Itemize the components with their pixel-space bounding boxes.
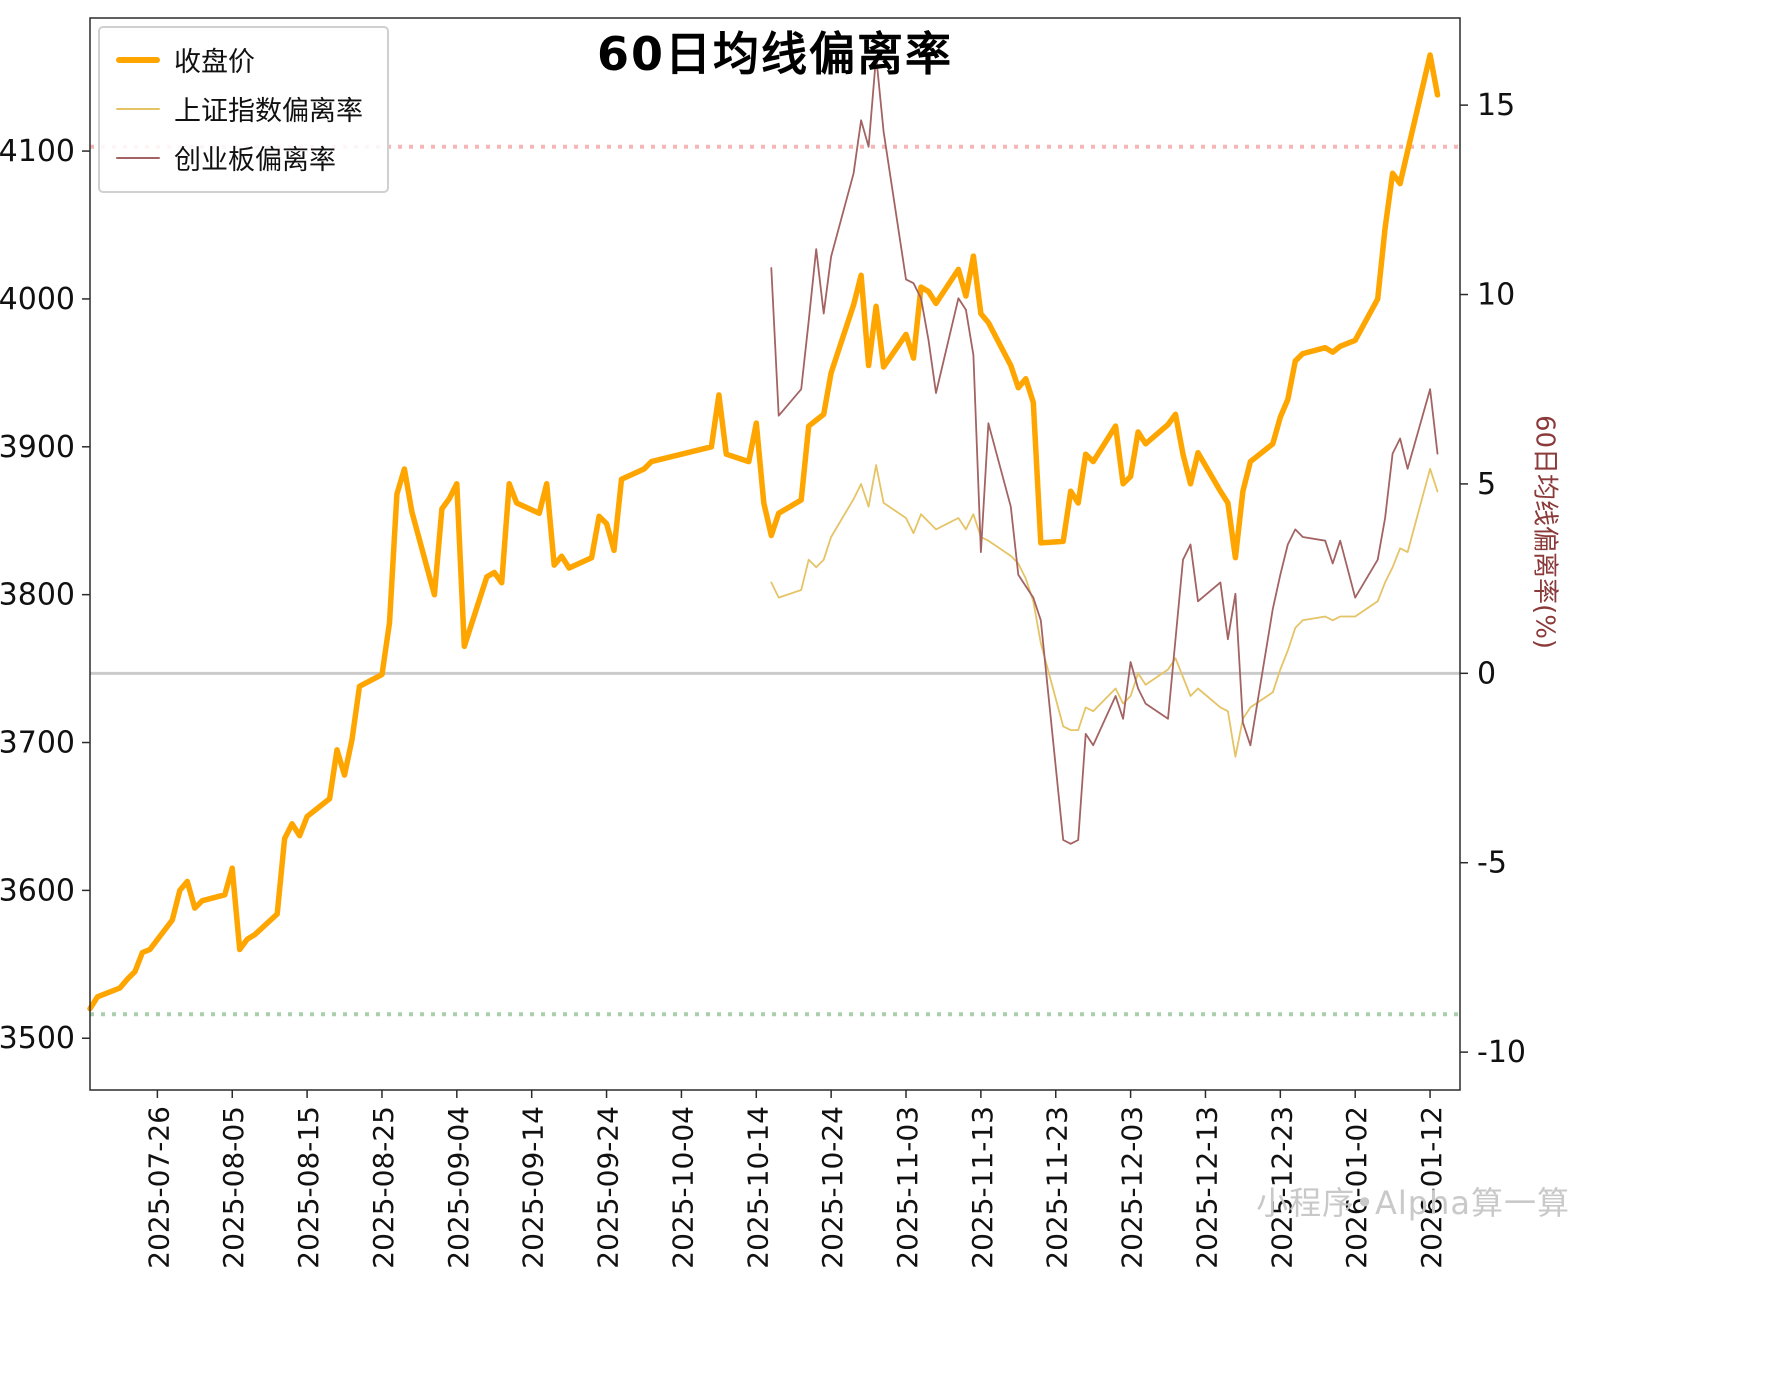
x-tick-label: 2025-10-04 (666, 1106, 699, 1269)
right-tick-label: -10 (1477, 1035, 1526, 1070)
x-tick-label: 2025-09-14 (517, 1106, 550, 1269)
legend-item-1: 上证指数偏离率 (116, 89, 363, 128)
right-tick-label: -5 (1477, 846, 1507, 881)
plot-border (89, 17, 1461, 1091)
left-tick-label: 4100 (0, 134, 75, 169)
x-tick-label: 2026-01-12 (1415, 1106, 1448, 1269)
left-tick-label: 3900 (0, 430, 75, 465)
x-tick-label: 2025-11-13 (966, 1106, 999, 1269)
x-tick-label: 2025-07-26 (142, 1106, 175, 1269)
x-tick-label: 2025-12-13 (1190, 1106, 1223, 1269)
x-tick-label: 2025-08-05 (217, 1106, 250, 1269)
series-line-0 (87, 52, 1441, 1012)
series-line-2 (770, 55, 1439, 845)
right-tick-label: 5 (1477, 467, 1496, 502)
x-tick-label: 2025-09-24 (592, 1106, 625, 1269)
right-axis-label: 60日均线偏离率(%) (1529, 414, 1560, 650)
x-tick-label: 2026-01-02 (1340, 1106, 1373, 1269)
legend-item-label: 收盘价 (174, 47, 255, 78)
legend-line-swatch (116, 107, 160, 110)
x-tick-label: 2025-11-23 (1041, 1106, 1074, 1269)
x-tick-label: 2025-12-23 (1265, 1106, 1298, 1269)
left-tick-label: 4000 (0, 282, 75, 317)
legend-item-2: 创业板偏离率 (116, 138, 363, 177)
left-tick-label: 3700 (0, 726, 75, 761)
chart-title: 60日均线偏离率 (596, 27, 953, 81)
x-tick-label: 2025-12-03 (1116, 1106, 1149, 1269)
right-tick-label: 15 (1477, 88, 1515, 123)
right-tick-label: 0 (1477, 656, 1496, 691)
legend-line-swatch (116, 156, 160, 159)
x-tick-label: 2025-10-24 (816, 1106, 849, 1269)
legend-line-swatch (116, 56, 160, 63)
left-tick-label: 3800 (0, 578, 75, 613)
legend: 收盘价上证指数偏离率 创业板偏离率 (98, 26, 389, 193)
watermark: 小程序•Alpha算一算 (1256, 1184, 1570, 1222)
right-tick-label: 10 (1477, 278, 1515, 313)
legend-item-label: 上证指数偏离率 (174, 96, 363, 127)
legend-item-label: 创业板偏离率 (174, 145, 336, 176)
x-tick-label: 2025-08-25 (367, 1106, 400, 1269)
left-tick-label: 3600 (0, 873, 75, 908)
x-tick-label: 2025-10-14 (741, 1106, 774, 1269)
x-tick-label: 2025-09-04 (442, 1106, 475, 1269)
x-tick-label: 2025-11-03 (891, 1106, 924, 1269)
x-tick-label: 2025-08-15 (292, 1106, 325, 1269)
legend-item-0: 收盘价 (116, 40, 363, 79)
series-line-1 (770, 464, 1439, 758)
left-tick-label: 3500 (0, 1021, 75, 1056)
